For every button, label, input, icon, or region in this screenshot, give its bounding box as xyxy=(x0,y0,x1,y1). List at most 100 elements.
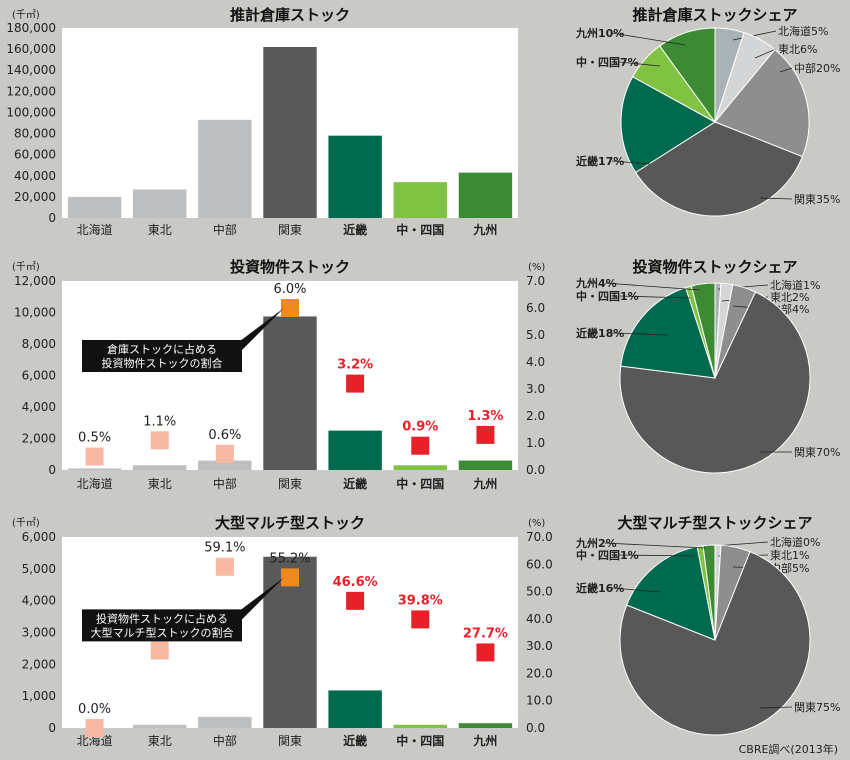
pie-slice xyxy=(634,121,804,217)
pie-label: 近畿18% xyxy=(576,326,624,340)
x-tick-label: 中部 xyxy=(213,476,237,491)
bar xyxy=(328,690,382,728)
ratio-marker xyxy=(281,299,299,317)
y-tick-label: 4,000 xyxy=(22,594,56,608)
x-tick-label: 近畿 xyxy=(343,222,367,237)
pie-label: 関東35% xyxy=(794,193,840,206)
y-tick-label: 12,000 xyxy=(14,274,56,288)
pie-label: 東北6% xyxy=(778,43,817,56)
ratio-label: 1.3% xyxy=(467,409,503,424)
ratio-marker xyxy=(411,436,430,455)
ratio-marker xyxy=(215,557,234,576)
y-tick-label: 1,000 xyxy=(22,689,56,703)
callout-text: 大型マルチ型ストックの割合 xyxy=(91,625,234,639)
bar xyxy=(263,316,317,470)
leader-line xyxy=(619,295,691,299)
y-tick-label: 180,000 xyxy=(6,21,56,35)
y-tick-label: 20,000 xyxy=(14,190,56,204)
pie-slice xyxy=(659,27,716,124)
y2-tick-label: 5.0 xyxy=(526,328,545,342)
x-tick-label: 近畿 xyxy=(343,733,367,748)
source-note: CBRE調べ(2013年) xyxy=(738,743,838,756)
y-tick-label: 60,000 xyxy=(14,148,56,162)
ratio-label: 0.0% xyxy=(78,702,111,717)
y2-tick-label: 30.0 xyxy=(526,639,553,653)
callout-pointer xyxy=(236,577,284,626)
pie-label: 関東75% xyxy=(794,701,840,714)
chart-title: 大型マルチ型ストックシェア xyxy=(617,514,812,532)
x-tick-label: 中部 xyxy=(213,222,237,237)
pie-label: 近畿16% xyxy=(576,581,624,595)
y-tick-label: 6,000 xyxy=(22,530,56,544)
chart-title: 投資物件ストック xyxy=(230,258,350,276)
x-tick-label: 中・四国 xyxy=(396,733,444,748)
callout-pointer xyxy=(236,308,284,356)
bar xyxy=(133,724,187,728)
ratio-marker xyxy=(281,568,299,587)
bar xyxy=(133,189,187,218)
ratio-label: 0.5% xyxy=(78,431,111,446)
ratio-marker xyxy=(476,643,495,662)
bar xyxy=(67,196,122,218)
pie-label: 関東70% xyxy=(794,446,840,459)
callout-text: 投資物件ストックの割合 xyxy=(102,356,223,370)
pie-slice xyxy=(619,291,811,474)
y2-tick-label: 40.0 xyxy=(526,612,553,626)
leader-line xyxy=(619,554,696,557)
bar xyxy=(133,465,187,470)
leader-line xyxy=(759,197,793,200)
ratio-marker xyxy=(85,719,104,737)
leader-line xyxy=(604,282,701,291)
y2-tick-label: 4.0 xyxy=(526,355,545,369)
y-tick-label: 120,000 xyxy=(6,84,56,98)
pie-slice xyxy=(690,282,716,379)
chart-title: 投資物件ストックシェア xyxy=(632,258,797,276)
y-tick-label: 0 xyxy=(48,721,56,735)
leader-line xyxy=(619,61,661,67)
ratio-marker xyxy=(411,610,430,629)
x-tick-label: 関東 xyxy=(278,734,302,748)
pie-label: 近畿17% xyxy=(576,154,624,168)
bar xyxy=(328,430,382,470)
y2-axis-unit: (%) xyxy=(528,518,545,529)
y2-tick-label: 20.0 xyxy=(526,666,553,680)
ratio-marker xyxy=(476,425,495,444)
ratio-label: 59.1% xyxy=(204,541,245,556)
pie-label: 東北2% xyxy=(770,291,809,304)
bar xyxy=(198,119,252,218)
pie-chart-3: 大型マルチ型ストックシェア北海道0%東北1%中部5%関東75%近畿16%中・四国… xyxy=(575,514,840,736)
ratio-marker xyxy=(85,447,104,466)
y-axis-unit: (千㎡) xyxy=(12,517,40,529)
y-axis-unit: (千㎡) xyxy=(12,261,40,273)
pie-label: 北海道0% xyxy=(770,535,820,549)
ratio-label: 3.2% xyxy=(337,358,373,373)
x-tick-label: 九州 xyxy=(472,222,497,237)
y2-tick-label: 70.0 xyxy=(526,530,553,544)
bar xyxy=(198,460,252,470)
y-tick-label: 140,000 xyxy=(6,63,56,77)
ratio-label: 0.9% xyxy=(402,420,438,435)
bar xyxy=(393,724,447,728)
ratio-label: 39.8% xyxy=(398,593,443,608)
y-tick-label: 160,000 xyxy=(6,42,56,56)
y-tick-label: 2,000 xyxy=(22,432,56,446)
ratio-label: 0.6% xyxy=(208,428,241,443)
x-tick-label: 北海道 xyxy=(77,222,113,237)
y2-tick-label: 0.0 xyxy=(526,721,545,735)
y2-tick-label: 6.0 xyxy=(526,301,545,315)
pie-slice xyxy=(620,76,716,174)
ratio-label: 55.2% xyxy=(269,551,310,566)
y2-tick-label: 2.0 xyxy=(526,409,545,423)
y2-tick-label: 3.0 xyxy=(526,382,545,396)
y-tick-label: 0 xyxy=(48,211,56,225)
x-tick-label: 中・四国 xyxy=(396,476,444,491)
x-tick-label: 北海道 xyxy=(77,476,113,491)
y2-tick-label: 1.0 xyxy=(526,436,545,450)
leader-line xyxy=(604,542,706,549)
pie-slice xyxy=(619,551,811,736)
pie-label: 九州10% xyxy=(575,26,624,40)
leader-line xyxy=(779,67,793,73)
callout-text: 倉庫ストックに占める xyxy=(107,342,217,356)
y-tick-label: 40,000 xyxy=(14,169,56,183)
